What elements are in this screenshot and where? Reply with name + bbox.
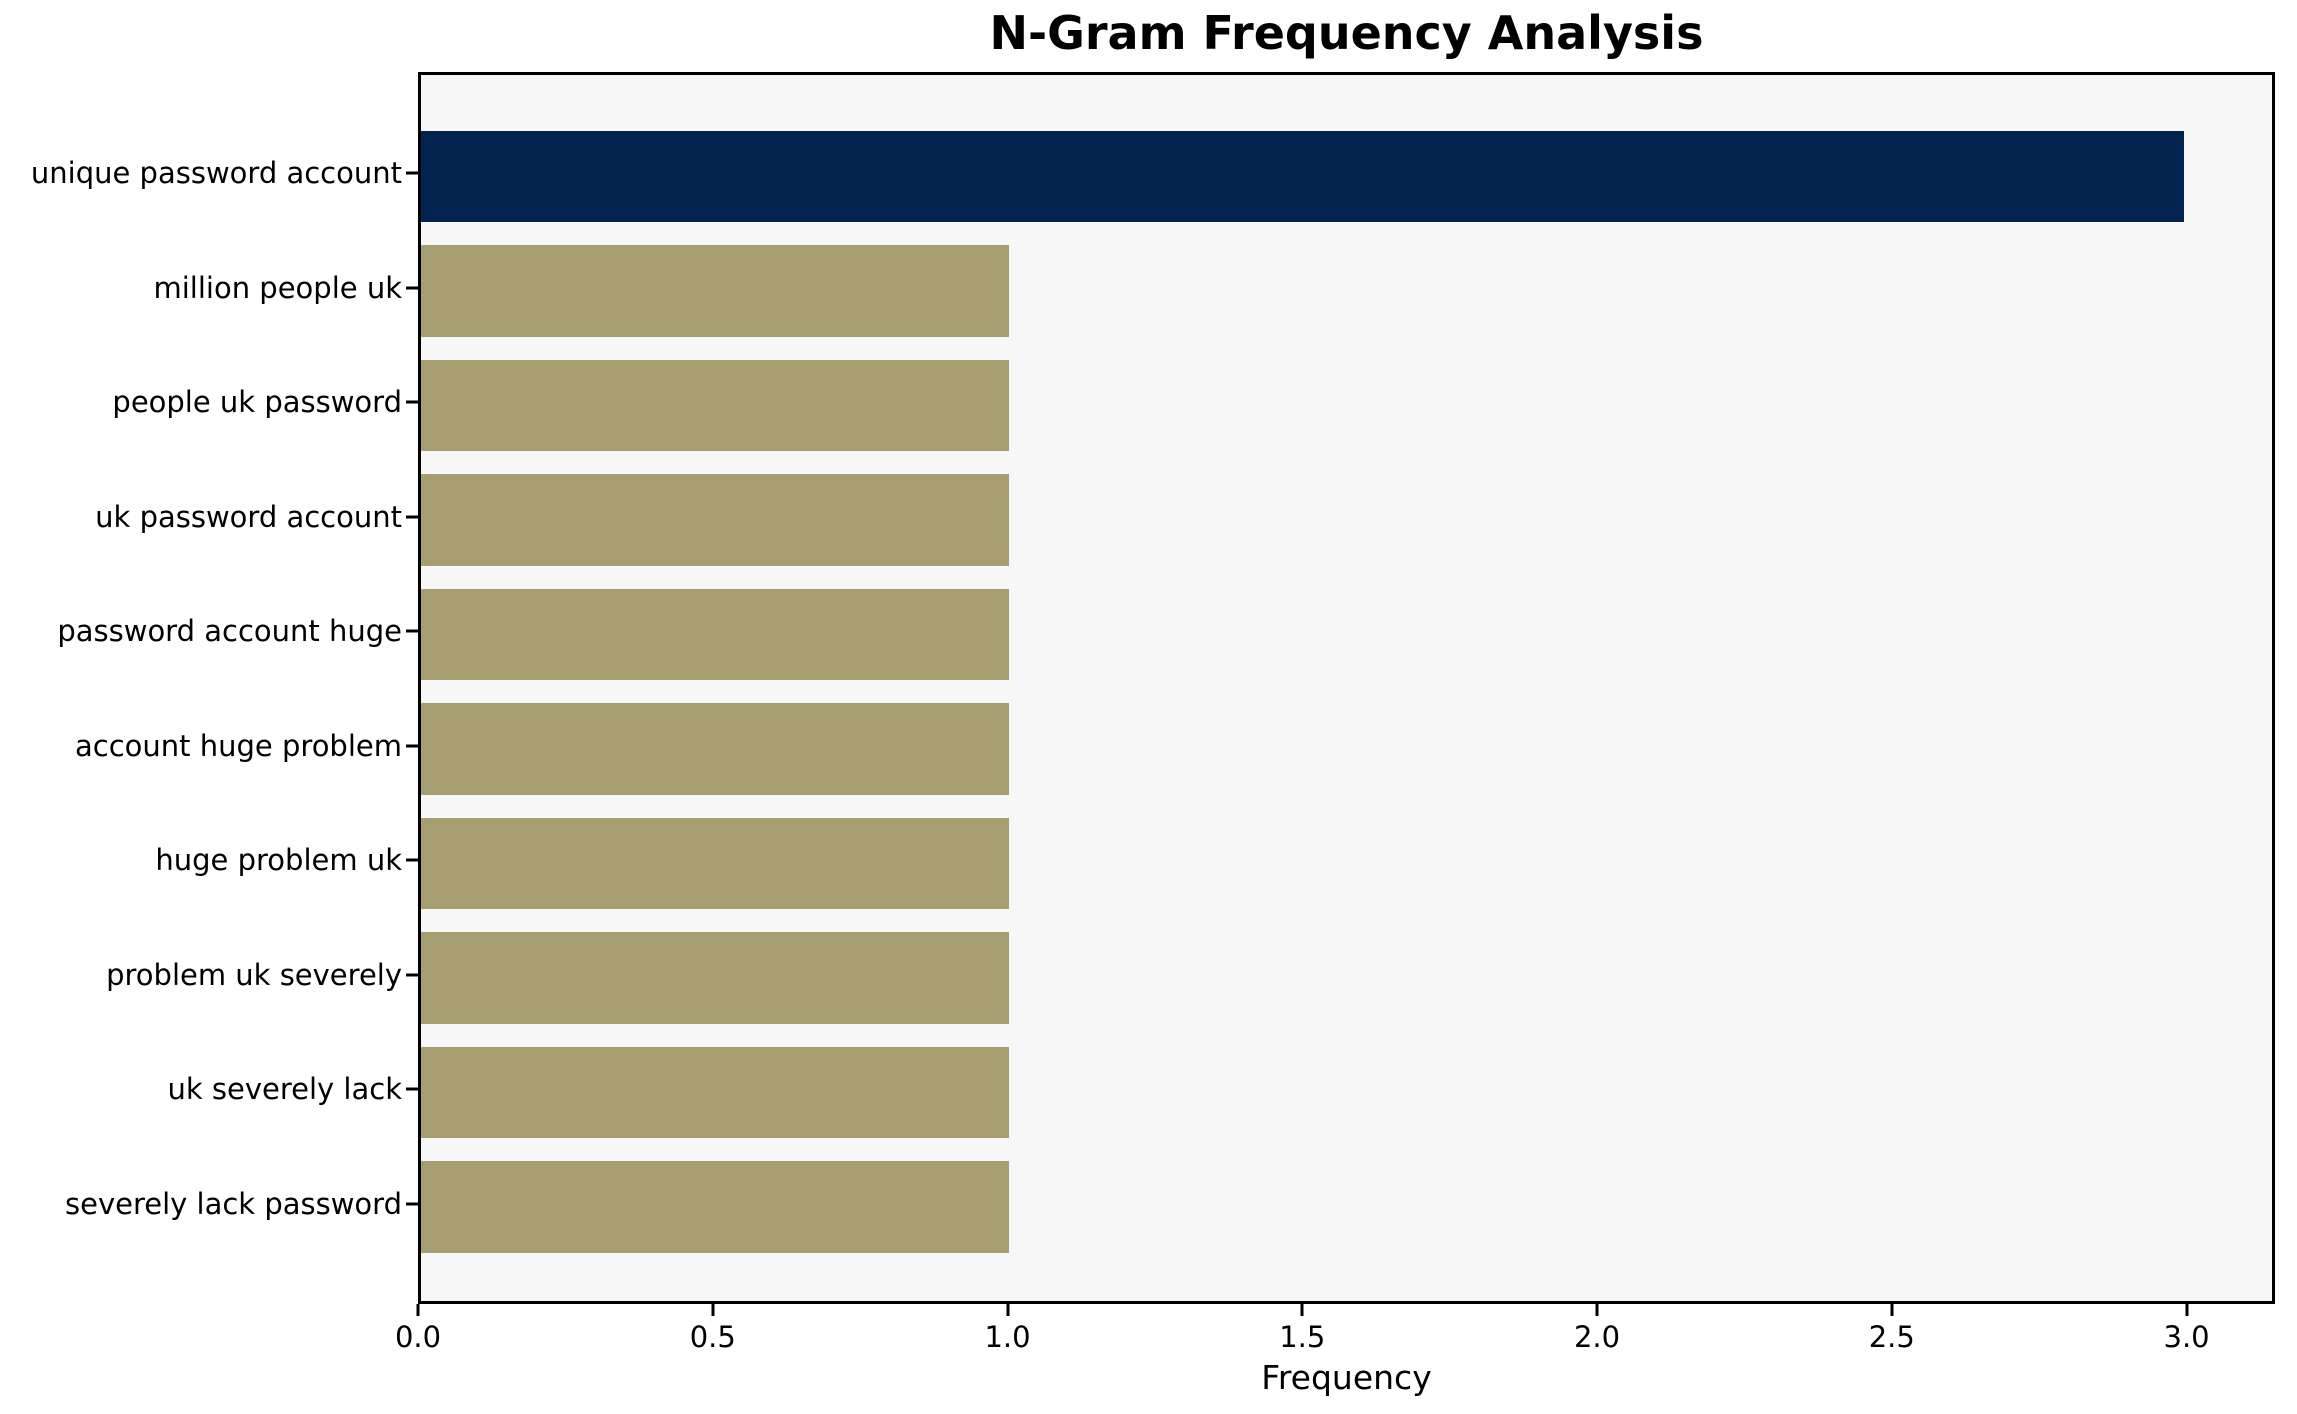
y-tick-mark xyxy=(406,515,418,519)
x-tick-label: 3.0 xyxy=(2163,1320,2210,1354)
x-tick-mark xyxy=(1300,1304,1304,1316)
bar xyxy=(421,245,1009,337)
x-tick-label: 2.5 xyxy=(1868,1320,1915,1354)
bar xyxy=(421,1046,1009,1139)
bar xyxy=(421,817,1009,910)
bar xyxy=(421,932,1009,1024)
y-tick-label: problem uk severely xyxy=(106,957,402,992)
y-tick-mark xyxy=(406,286,418,290)
chart-title: N-Gram Frequency Analysis xyxy=(989,6,1704,60)
bar xyxy=(421,703,1009,795)
bar xyxy=(421,1161,1009,1253)
x-tick-mark xyxy=(416,1304,420,1316)
y-tick-label: account huge problem xyxy=(75,728,402,763)
bar xyxy=(421,130,2184,223)
y-tick-mark xyxy=(406,1087,418,1091)
y-tick-label: uk password account xyxy=(95,499,402,534)
x-tick-mark xyxy=(711,1304,715,1316)
x-tick-mark xyxy=(1006,1304,1010,1316)
y-tick-label: people uk password xyxy=(112,385,402,420)
y-tick-mark xyxy=(406,400,418,404)
y-tick-label: huge problem uk xyxy=(155,843,402,878)
y-tick-mark xyxy=(406,973,418,977)
y-tick-mark xyxy=(406,744,418,748)
x-tick-label: 0.5 xyxy=(689,1320,736,1354)
y-tick-label: unique password account xyxy=(30,156,402,191)
bar xyxy=(421,359,1009,452)
x-tick-mark xyxy=(2185,1304,2189,1316)
y-tick-label: password account huge xyxy=(57,614,402,649)
x-tick-mark xyxy=(1595,1304,1599,1316)
x-tick-label: 1.0 xyxy=(984,1320,1031,1354)
bar xyxy=(421,588,1009,681)
x-tick-label: 1.5 xyxy=(1279,1320,1326,1354)
y-tick-mark xyxy=(406,629,418,633)
x-axis-label: Frequency xyxy=(1261,1358,1432,1397)
y-tick-label: severely lack password xyxy=(65,1186,402,1221)
plot-area xyxy=(418,72,2275,1304)
y-tick-mark xyxy=(406,858,418,862)
x-tick-mark xyxy=(1890,1304,1894,1316)
x-tick-label: 0.0 xyxy=(394,1320,442,1354)
x-tick-label: 2.0 xyxy=(1573,1320,1621,1354)
y-tick-mark xyxy=(406,171,418,175)
y-tick-mark xyxy=(406,1202,418,1206)
bar xyxy=(421,474,1009,566)
y-tick-label: million people uk xyxy=(153,270,402,305)
y-tick-label: uk severely lack xyxy=(167,1072,402,1107)
